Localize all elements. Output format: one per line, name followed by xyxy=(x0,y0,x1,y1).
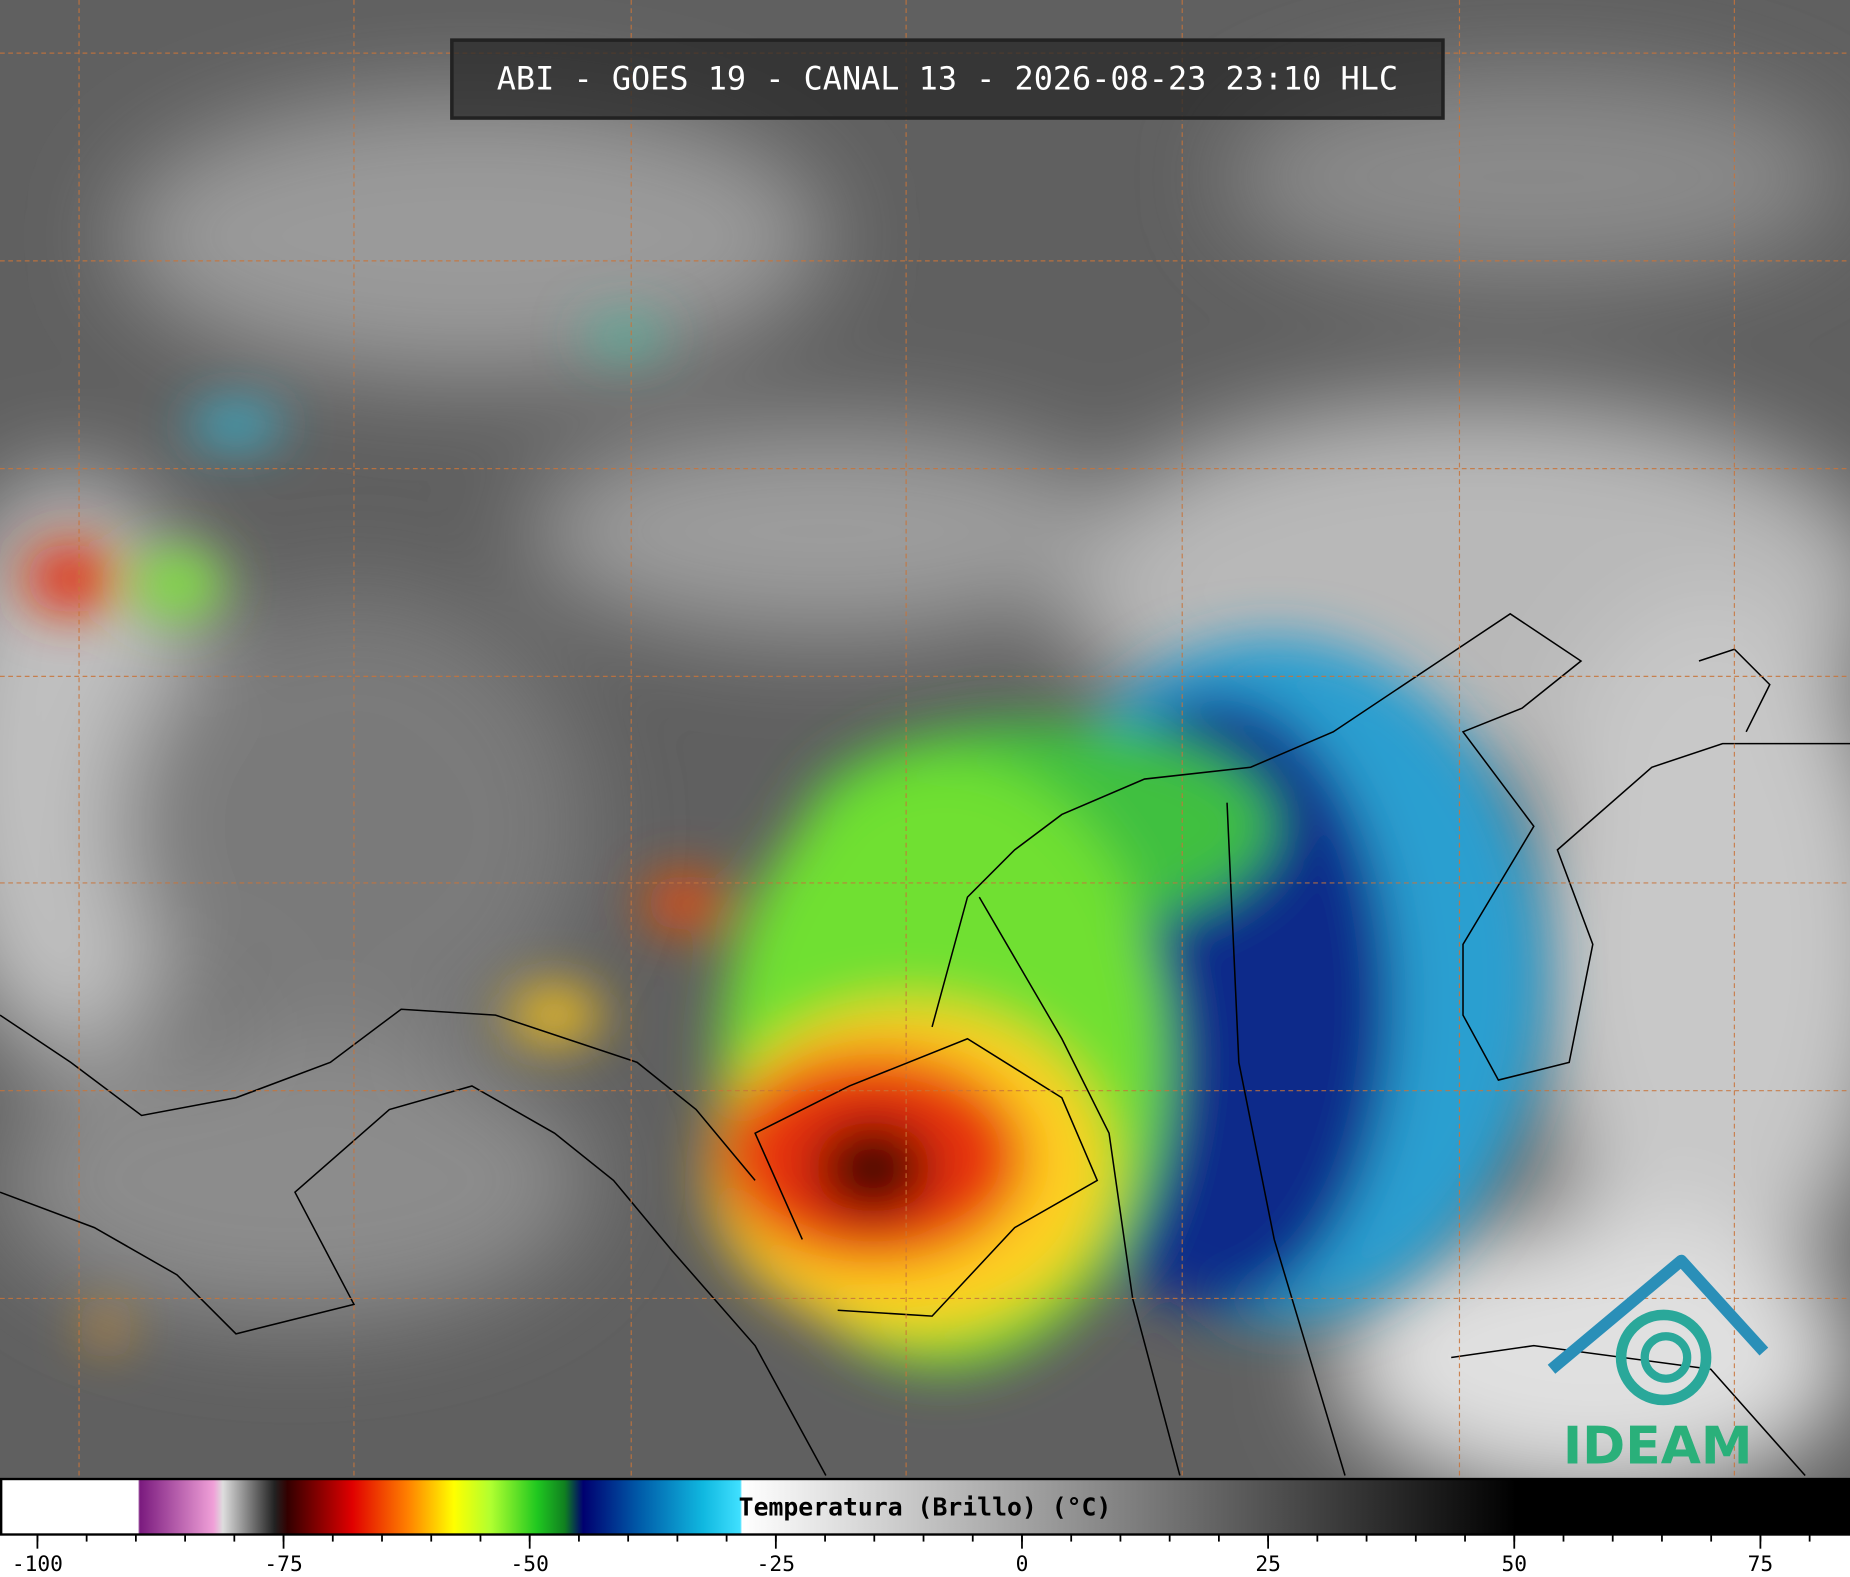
logo: IDEAM xyxy=(1547,1254,1769,1477)
colorbar-label: Temperatura (Brillo) (°C) xyxy=(739,1493,1112,1522)
colorbar xyxy=(0,1477,1850,1536)
tick-label: -75 xyxy=(264,1552,302,1577)
colorbar-ticks: -100 -75 -50 -25 0 25 50 75 xyxy=(12,1534,1811,1577)
tick-label: -50 xyxy=(511,1552,549,1577)
graticule xyxy=(0,0,1850,1478)
colorbar-axis-bg xyxy=(0,1534,1850,1577)
tick-label: -25 xyxy=(757,1552,795,1577)
tick-label: 25 xyxy=(1255,1552,1281,1577)
tick-label: 75 xyxy=(1748,1552,1774,1577)
clouds xyxy=(0,70,1850,1500)
tick-label: -100 xyxy=(12,1552,63,1577)
title: ABI - GOES 19 - CANAL 13 - 2026-08-23 23… xyxy=(497,59,1398,97)
storm xyxy=(23,322,1546,1370)
tick-label: 0 xyxy=(1016,1552,1029,1577)
tick-label: 50 xyxy=(1501,1552,1527,1577)
title-box xyxy=(450,38,1445,120)
logo-text: IDEAM xyxy=(1563,1417,1753,1477)
